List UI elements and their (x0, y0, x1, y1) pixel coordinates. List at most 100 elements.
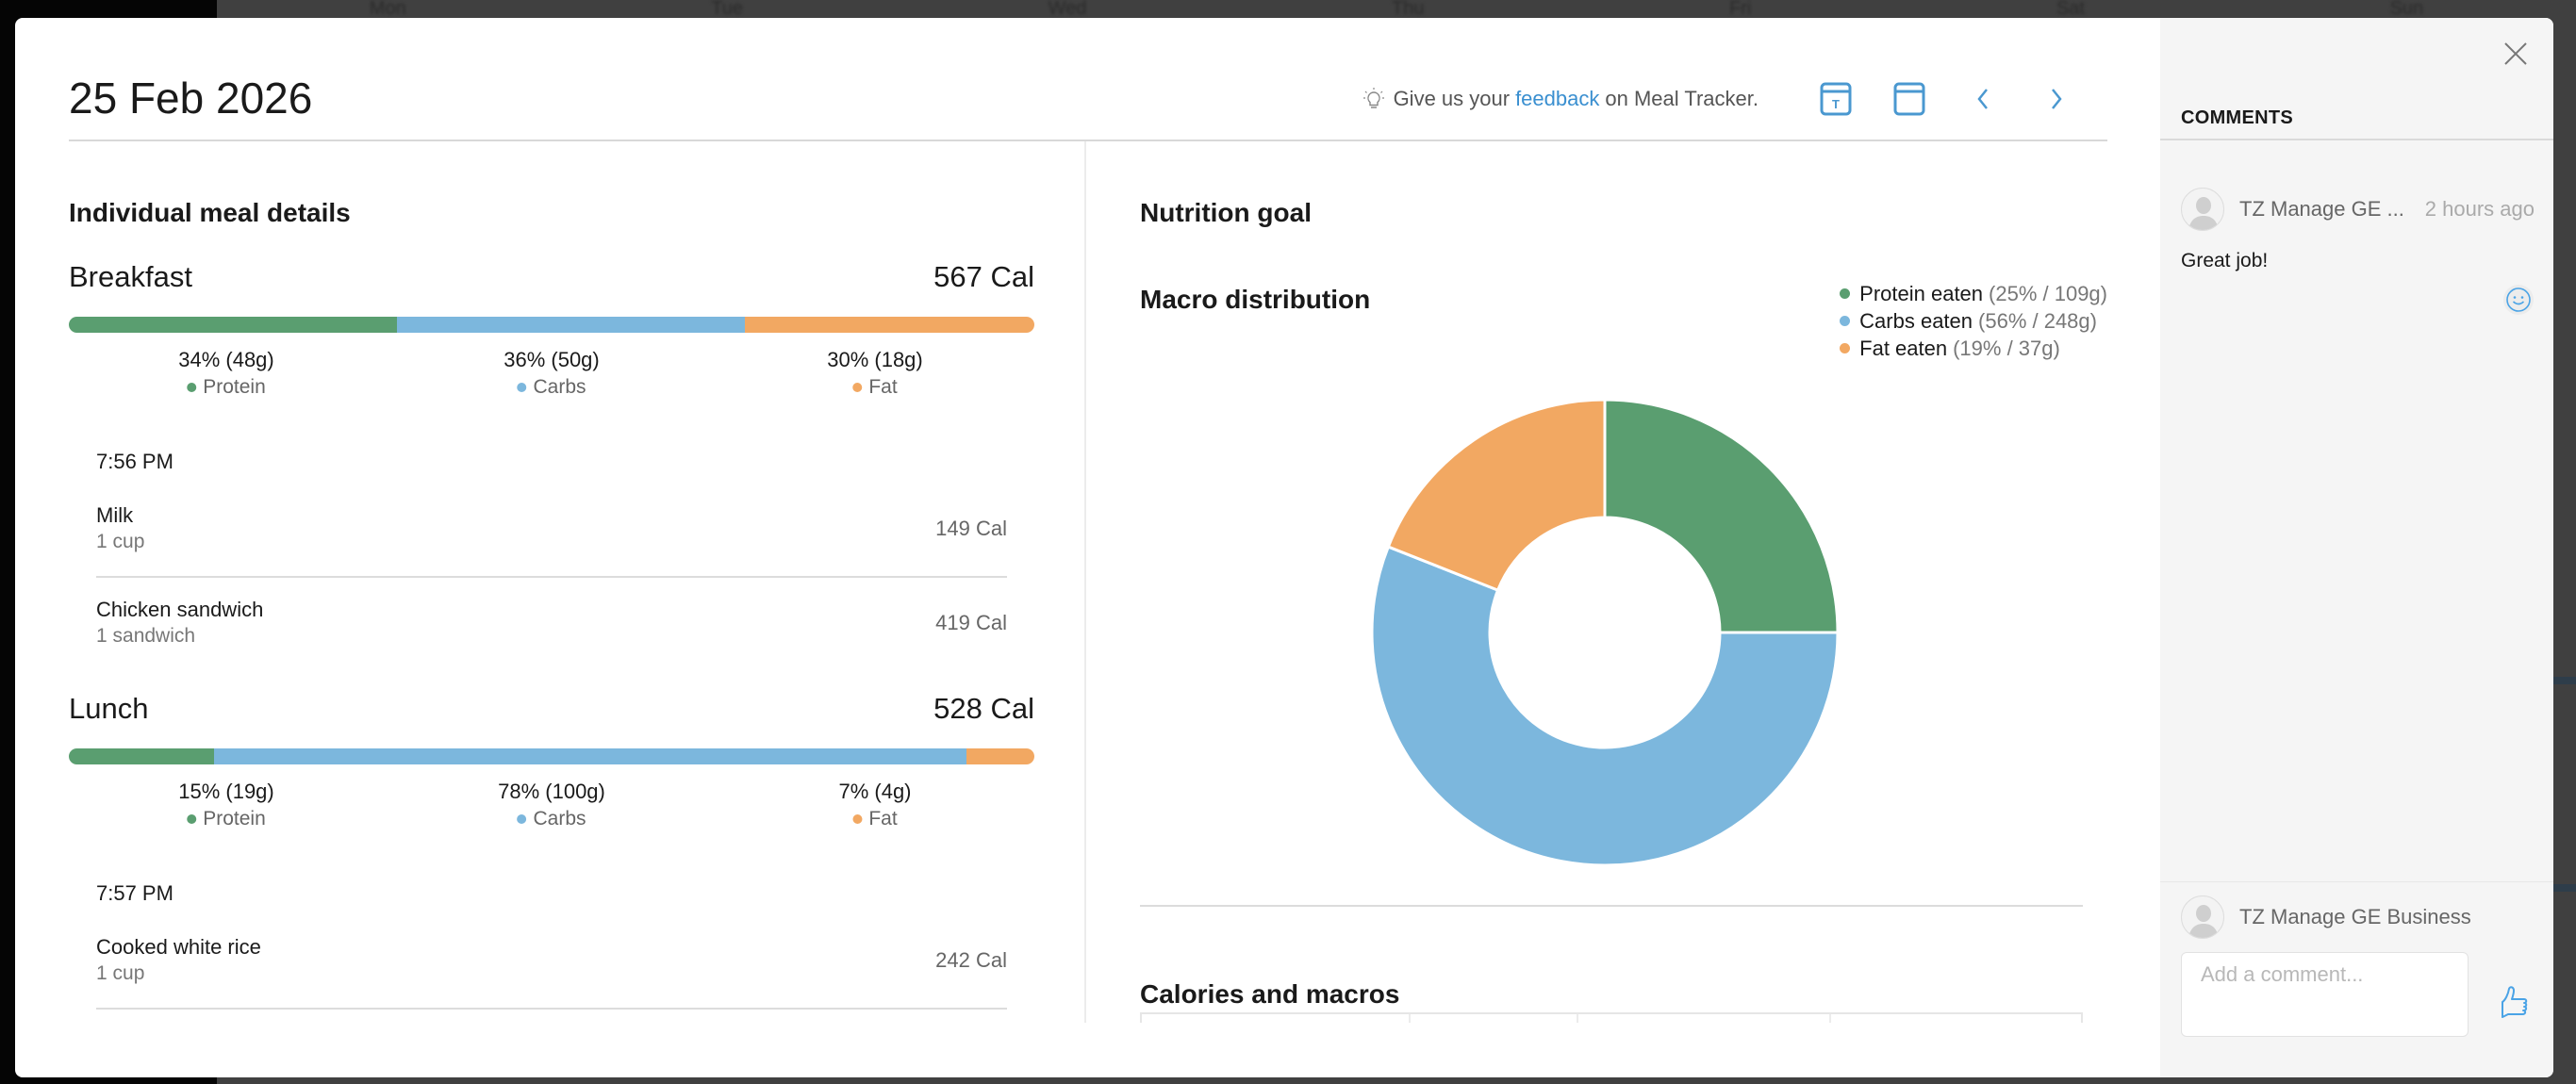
chevron-left-icon (1977, 89, 1988, 109)
background-day-label: Mon (369, 0, 406, 18)
table-column (1578, 1014, 1831, 1023)
lightbulb-icon (1362, 88, 1384, 108)
food-item[interactable]: Milk 1 cup 149 Cal (96, 484, 1007, 578)
composer-divider (2160, 881, 2553, 882)
macro-value: 36% (50g) (504, 348, 600, 371)
feedback-prompt: Give us your feedback on Meal Tracker. (1362, 87, 1759, 111)
food-quantity: 1 cup (96, 962, 145, 984)
protein-dot-icon (187, 383, 197, 392)
fat-dot-icon (852, 383, 863, 392)
background-day-label: Tue (711, 0, 744, 18)
user-avatar-icon (2188, 197, 2219, 230)
macro-fat: 30% (18g) Fat (827, 346, 923, 401)
background-day-label: Sat (2056, 0, 2085, 18)
comment-text: Great job! (2181, 250, 2269, 271)
legend-label: Fat eaten (1859, 337, 1948, 360)
svg-text:T: T (1832, 97, 1840, 111)
nutrition-goal-title: Nutrition goal (1140, 198, 1312, 227)
meal-breakfast: Breakfast 567 Cal 34% (48g) Protein 36% … (69, 260, 1034, 670)
fat-dot-icon (1840, 343, 1851, 353)
meal-details-panel[interactable]: Individual meal details Breakfast 567 Ca… (69, 141, 1034, 1023)
macro-value: 30% (18g) (827, 348, 923, 371)
macro-bar-fat (966, 748, 1034, 764)
protein-dot-icon (187, 814, 197, 824)
food-calories: 242 Cal (935, 948, 1007, 972)
background-day-label: Wed (1048, 0, 1087, 18)
macro-carbs: 36% (50g) Carbs (504, 346, 600, 401)
legend-item-protein: Protein eaten (25% / 109g) (1840, 280, 2107, 307)
legend-label: Carbs eaten (1859, 309, 1973, 333)
macro-bar-protein (69, 748, 214, 764)
macro-label: Carbs (533, 376, 586, 398)
feedback-suffix: on Meal Tracker. (1605, 87, 1759, 110)
comment-item: TZ Manage GE ... 2 hours ago Great job! (2181, 188, 2535, 315)
food-name: Chicken sandwich (96, 598, 264, 621)
table-column (1831, 1014, 2081, 1023)
today-button[interactable]: T (1817, 80, 1855, 118)
table-column (1411, 1014, 1578, 1023)
macro-value: 7% (4g) (838, 780, 912, 803)
comment-time: 2 hours ago (2424, 197, 2535, 221)
meal-time: 7:57 PM (96, 881, 173, 905)
meal-lunch: Lunch 528 Cal 15% (19g) Protein 78% (100… (69, 692, 1034, 1010)
emoji-reaction-icon[interactable] (2502, 284, 2535, 316)
header-toolbar: Give us your feedback on Meal Tracker. T (1362, 80, 2075, 118)
comments-panel: COMMENTS TZ Manage GE ... 2 hours ago Gr… (2160, 18, 2553, 1077)
feedback-prefix: Give us your (1393, 87, 1511, 110)
macro-bar-protein (69, 317, 398, 333)
meal-name: Lunch (69, 692, 149, 725)
macro-fat: 7% (4g) Fat (838, 778, 911, 832)
food-quantity: 1 sandwich (96, 625, 196, 647)
table-column (1142, 1014, 1411, 1023)
macro-protein: 15% (19g) Protein (178, 778, 274, 832)
comment-composer: TZ Manage GE Business (2181, 895, 2535, 1042)
macro-bar-carbs (397, 317, 745, 333)
macro-label: Protein (203, 376, 266, 398)
chevron-right-icon (2052, 89, 2062, 109)
composer-author: TZ Manage GE Business (2239, 905, 2471, 928)
background-event-stripe (2553, 677, 2576, 684)
food-name: Milk (96, 503, 134, 527)
feedback-link[interactable]: feedback (1515, 87, 1600, 110)
calendar-button[interactable] (1891, 80, 1928, 118)
meal-calories: 528 Cal (933, 692, 1034, 725)
calendar-today-icon: T (1820, 82, 1852, 116)
modal-main: 25 Feb 2026 Give us your feedback on Mea… (15, 18, 2160, 1077)
meal-name: Breakfast (69, 260, 192, 293)
food-name: Cooked white rice (96, 935, 261, 959)
page-title: 25 Feb 2026 (69, 74, 313, 123)
macro-breakdown: 15% (19g) Protein 78% (100g) Carbs 7% (4… (69, 778, 1034, 844)
thumbs-up-icon[interactable] (2495, 983, 2533, 1021)
close-icon[interactable] (2501, 39, 2531, 69)
food-item[interactable]: Chicken sandwich 1 sandwich 419 Cal (96, 578, 1007, 670)
macro-value: 78% (100g) (498, 780, 605, 803)
protein-dot-icon (1840, 288, 1851, 299)
legend-detail: (56% / 248g) (1978, 309, 2097, 333)
user-avatar-icon (2188, 905, 2219, 938)
next-day-button[interactable] (2038, 80, 2075, 118)
legend-detail: (19% / 37g) (1953, 337, 2060, 360)
macro-bar-carbs (213, 748, 967, 764)
nutrition-goal-panel[interactable]: Nutrition goal Macro distribution Protei… (1140, 141, 2107, 1023)
comments-title: COMMENTS (2181, 107, 2294, 128)
macro-carbs: 78% (100g) Carbs (498, 778, 605, 832)
food-item[interactable]: Cooked white rice 1 cup 242 Cal (96, 915, 1007, 1010)
previous-day-button[interactable] (1964, 80, 2002, 118)
carbs-dot-icon (517, 814, 527, 824)
meal-detail-modal: 25 Feb 2026 Give us your feedback on Mea… (15, 18, 2553, 1077)
donut-slice-fat[interactable] (1386, 398, 1607, 593)
macro-value: 15% (19g) (178, 780, 274, 803)
background-calendar-header: Mon Tue Wed Thu Fri Sat Sun (217, 0, 2576, 18)
header-divider (69, 140, 2107, 141)
calories-macros-title: Calories and macros (1140, 979, 1400, 1009)
donut-slice-protein[interactable] (1603, 398, 1840, 634)
comment-input[interactable] (2181, 952, 2469, 1037)
food-calories: 419 Cal (935, 611, 1007, 634)
macro-value: 34% (48g) (178, 348, 274, 371)
macro-label: Protein (203, 808, 266, 829)
macro-bar (69, 317, 1034, 333)
donut-slice-carbs[interactable] (1370, 545, 1840, 867)
avatar (2181, 188, 2224, 231)
background-day-label: Thu (1391, 0, 1425, 18)
background-event-stripe (2553, 884, 2576, 892)
